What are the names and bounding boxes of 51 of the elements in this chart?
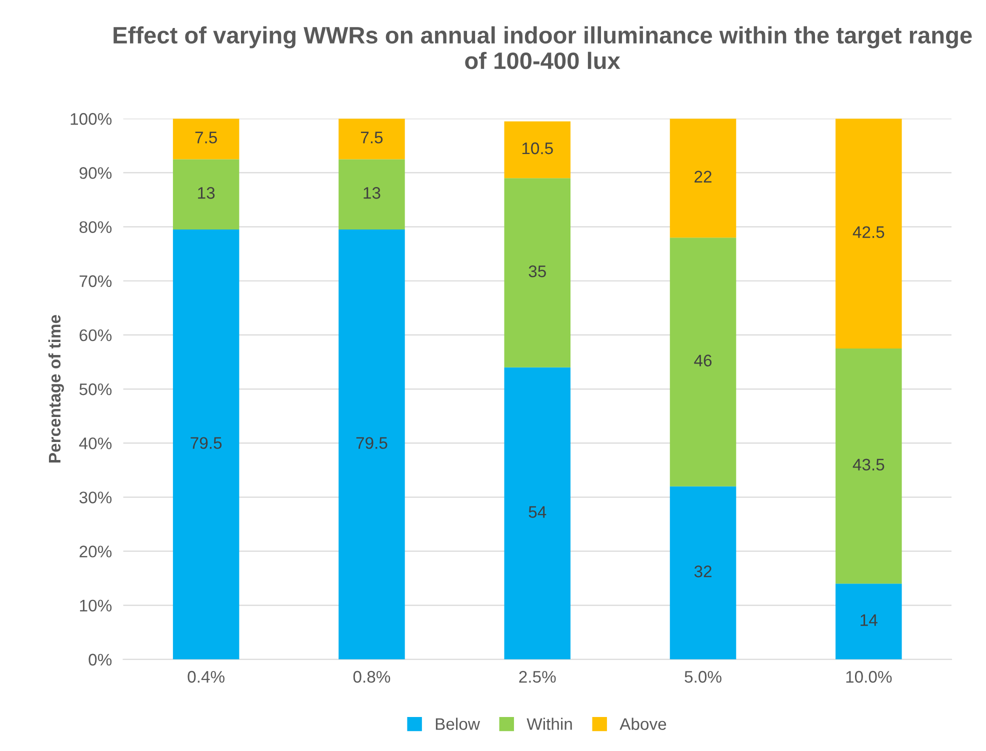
chart-title: Effect of varying WWRs on annual indoor illuminance within the target range of 100-400 lux bbox=[114, 26, 972, 70]
data-label: 35 bbox=[528, 265, 546, 278]
y-tick-label: 50% bbox=[79, 383, 112, 396]
bar bbox=[172, 159, 240, 230]
bar bbox=[172, 118, 240, 160]
x-tick-label: 0.4% bbox=[188, 670, 224, 683]
data-label: 42.5 bbox=[852, 226, 884, 238]
x-tick-label: 10.0% bbox=[846, 670, 892, 683]
bar bbox=[836, 118, 902, 348]
data-label: 7.5 bbox=[195, 132, 217, 144]
bar bbox=[836, 584, 902, 660]
bar bbox=[504, 367, 570, 660]
y-tick-label: 90% bbox=[80, 167, 112, 179]
data-label: 32 bbox=[694, 566, 712, 578]
data-label: 7.5 bbox=[360, 132, 383, 144]
bar bbox=[670, 118, 736, 238]
bar bbox=[670, 238, 736, 486]
data-label: 43.5 bbox=[852, 458, 884, 471]
bar bbox=[504, 178, 570, 368]
y-tick-label: 80% bbox=[80, 221, 112, 234]
y-axis-title: Percentage of time bbox=[48, 315, 64, 462]
bar bbox=[338, 230, 405, 660]
x-tick-label: 0.8% bbox=[353, 670, 390, 683]
y-tick-label: 0% bbox=[88, 654, 112, 666]
bar bbox=[338, 118, 405, 160]
legend-label: Within bbox=[526, 718, 572, 730]
y-tick-label: 100% bbox=[70, 113, 112, 125]
y-tick-label: 10% bbox=[80, 600, 112, 612]
data-label: 13 bbox=[198, 187, 215, 199]
data-label: 79.5 bbox=[356, 437, 388, 449]
legend-label: Below bbox=[436, 718, 480, 730]
data-label: 79.5 bbox=[190, 437, 222, 449]
data-label: 14 bbox=[860, 614, 878, 626]
y-tick-label: 60% bbox=[80, 329, 112, 342]
y-tick-label: 70% bbox=[80, 275, 112, 288]
data-label: 13 bbox=[364, 187, 380, 199]
y-tick-label: 40% bbox=[79, 437, 112, 450]
bar bbox=[338, 159, 405, 230]
bar bbox=[504, 121, 570, 178]
x-tick-label: 5.0% bbox=[684, 670, 722, 683]
data-label: 10.5 bbox=[522, 142, 553, 154]
y-tick-label: 20% bbox=[80, 546, 112, 558]
legend-label: Above bbox=[620, 718, 666, 730]
data-label: 54 bbox=[528, 506, 546, 518]
bar bbox=[836, 348, 902, 584]
y-tick-label: 30% bbox=[79, 492, 112, 504]
data-label: 22 bbox=[694, 170, 712, 182]
bar bbox=[670, 486, 736, 660]
bar bbox=[172, 230, 240, 660]
data-label: 46 bbox=[694, 354, 712, 366]
x-tick-label: 2.5% bbox=[519, 670, 556, 683]
